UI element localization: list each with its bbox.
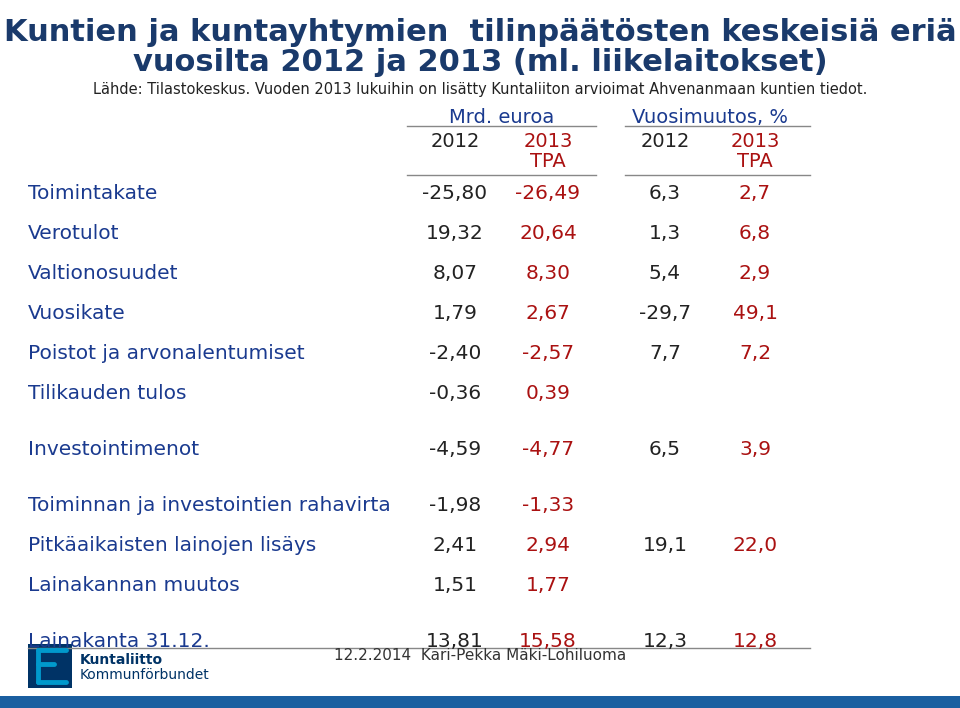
Text: Investointimenot: Investointimenot	[28, 440, 199, 459]
Text: 2,67: 2,67	[525, 304, 570, 323]
Text: 2012: 2012	[640, 132, 689, 151]
Text: 0,39: 0,39	[525, 384, 570, 403]
Text: -25,80: -25,80	[422, 184, 488, 203]
Text: 22,0: 22,0	[732, 536, 778, 555]
Text: 1,77: 1,77	[525, 576, 570, 595]
Text: 8,30: 8,30	[525, 264, 570, 283]
Text: 13,81: 13,81	[426, 632, 484, 651]
Text: 19,1: 19,1	[642, 536, 687, 555]
Text: 6,3: 6,3	[649, 184, 681, 203]
Text: 7,7: 7,7	[649, 344, 681, 363]
Text: 15,58: 15,58	[519, 632, 577, 651]
Text: Poistot ja arvonalentumiset: Poistot ja arvonalentumiset	[28, 344, 304, 363]
Text: 1,51: 1,51	[433, 576, 477, 595]
Text: 19,32: 19,32	[426, 224, 484, 243]
Text: Vuosikate: Vuosikate	[28, 304, 126, 323]
Text: Toimintakate: Toimintakate	[28, 184, 157, 203]
Text: 2,94: 2,94	[525, 536, 570, 555]
Text: -0,36: -0,36	[429, 384, 481, 403]
Text: TPA: TPA	[737, 152, 773, 171]
Text: Mrd. euroa: Mrd. euroa	[449, 108, 554, 127]
Text: 2013: 2013	[731, 132, 780, 151]
Text: 1,79: 1,79	[433, 304, 477, 323]
Text: -2,57: -2,57	[522, 344, 574, 363]
Text: Vuosimuutos, %: Vuosimuutos, %	[632, 108, 788, 127]
Text: 2,9: 2,9	[739, 264, 771, 283]
Text: 5,4: 5,4	[649, 264, 681, 283]
Text: 3,9: 3,9	[739, 440, 771, 459]
Text: 20,64: 20,64	[519, 224, 577, 243]
Bar	[0, 696, 960, 708]
Text: -26,49: -26,49	[516, 184, 581, 203]
Text: 12,3: 12,3	[642, 632, 687, 651]
Text: -2,40: -2,40	[429, 344, 481, 363]
Text: TPA: TPA	[530, 152, 565, 171]
Text: Lainakannan muutos: Lainakannan muutos	[28, 576, 240, 595]
Text: Kommunförbundet: Kommunförbundet	[80, 668, 209, 682]
Text: 6,8: 6,8	[739, 224, 771, 243]
Text: -29,7: -29,7	[639, 304, 691, 323]
FancyBboxPatch shape	[28, 644, 72, 688]
Text: Kuntien ja kuntayhtymien  tilinpäätösten keskeisiä eriä: Kuntien ja kuntayhtymien tilinpäätösten …	[4, 18, 956, 47]
Text: 49,1: 49,1	[732, 304, 778, 323]
Text: 2,41: 2,41	[432, 536, 477, 555]
Text: -1,98: -1,98	[429, 496, 481, 515]
Text: 2013: 2013	[523, 132, 573, 151]
Text: 12.2.2014  Kari-Pekka Mäki-Lohiluoma: 12.2.2014 Kari-Pekka Mäki-Lohiluoma	[334, 649, 626, 663]
Text: Tilikauden tulos: Tilikauden tulos	[28, 384, 186, 403]
Text: Valtionosuudet: Valtionosuudet	[28, 264, 179, 283]
Text: 7,2: 7,2	[739, 344, 771, 363]
Text: vuosilta 2012 ja 2013 (ml. liikelaitokset): vuosilta 2012 ja 2013 (ml. liikelaitokse…	[132, 48, 828, 77]
Text: 1,3: 1,3	[649, 224, 681, 243]
Text: Verotulot: Verotulot	[28, 224, 119, 243]
Text: Lainakanta 31.12.: Lainakanta 31.12.	[28, 632, 209, 651]
Text: 8,07: 8,07	[433, 264, 477, 283]
Text: -4,77: -4,77	[522, 440, 574, 459]
Text: -4,59: -4,59	[429, 440, 481, 459]
Text: -1,33: -1,33	[522, 496, 574, 515]
Text: 6,5: 6,5	[649, 440, 681, 459]
Text: 12,8: 12,8	[732, 632, 778, 651]
Text: Lähde: Tilastokeskus. Vuoden 2013 lukuihin on lisätty Kuntaliiton arvioimat Ahve: Lähde: Tilastokeskus. Vuoden 2013 lukuih…	[93, 82, 867, 97]
Text: 2,7: 2,7	[739, 184, 771, 203]
Text: Kuntaliitto: Kuntaliitto	[80, 653, 163, 667]
Text: 2012: 2012	[430, 132, 480, 151]
Text: Toiminnan ja investointien rahavirta: Toiminnan ja investointien rahavirta	[28, 496, 391, 515]
Text: Pitkäaikaisten lainojen lisäys: Pitkäaikaisten lainojen lisäys	[28, 536, 316, 555]
